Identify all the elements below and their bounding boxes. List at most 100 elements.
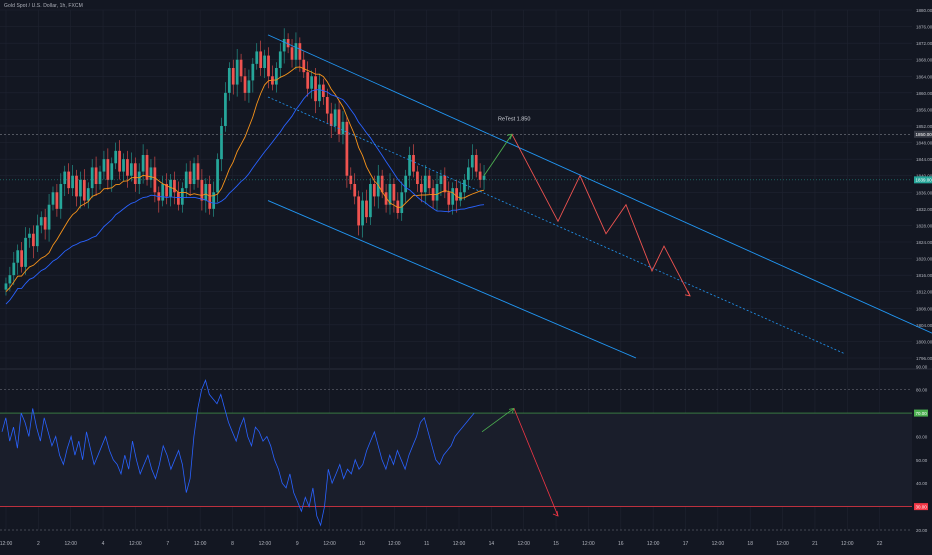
candle-body — [126, 159, 129, 176]
candle-body — [87, 188, 90, 200]
candle-body — [447, 192, 450, 204]
rsi-y-tick-label: 60.00 — [916, 434, 928, 439]
candle-body — [483, 176, 486, 180]
candle-body — [416, 172, 419, 184]
candle-body — [298, 43, 301, 60]
candle-body — [428, 176, 431, 188]
candle-body — [114, 151, 117, 163]
candle-body — [212, 192, 215, 209]
candle-body — [302, 60, 305, 72]
candle-body — [48, 205, 51, 230]
rsi-y-tick-label: 80.00 — [916, 388, 928, 393]
candle-body — [177, 192, 180, 204]
candle-body — [95, 167, 98, 184]
candle-body — [463, 180, 466, 192]
candle-body — [32, 234, 35, 246]
candle-body — [255, 51, 258, 63]
rsi-lower-label: 30.00 — [916, 504, 928, 509]
candle-body — [20, 250, 23, 267]
y-tick-label: 1800.00 — [916, 339, 932, 344]
candle-body — [142, 155, 145, 172]
candle-body — [365, 201, 368, 218]
candle-body — [118, 151, 121, 172]
x-tick-label: 9 — [296, 541, 299, 547]
candle-body — [110, 163, 113, 180]
y-tick-label: 1868.00 — [916, 58, 932, 63]
candle-body — [283, 39, 286, 51]
x-tick-label: 12:00 — [517, 541, 530, 547]
candle-body — [75, 176, 78, 197]
rsi-y-tick-label: 50.00 — [916, 458, 928, 463]
candle-body — [275, 68, 278, 85]
candle-body — [201, 180, 204, 201]
candle-body — [424, 176, 427, 193]
rsi-y-tick-label: 20.00 — [916, 528, 928, 533]
candle-body — [263, 56, 266, 68]
candle-body — [353, 184, 356, 196]
y-tick-label: 1860.00 — [916, 91, 932, 96]
y-tick-label: 1828.00 — [916, 223, 932, 228]
x-tick-label: 14 — [489, 541, 495, 547]
candle-body — [228, 68, 231, 93]
candle-body — [91, 167, 94, 188]
candle-body — [83, 180, 86, 201]
price-label: 1850.00 — [916, 132, 932, 137]
candle-body — [193, 163, 196, 184]
candle-body — [361, 201, 364, 226]
y-tick-label: 1836.00 — [916, 190, 932, 195]
y-tick-label: 1852.00 — [916, 124, 932, 129]
x-tick-label: 11 — [424, 541, 429, 547]
candle-body — [451, 188, 454, 205]
candle-body — [244, 76, 247, 93]
candle-body — [161, 184, 164, 201]
candle-body — [71, 176, 74, 188]
y-tick-label: 1816.00 — [916, 273, 932, 278]
current-price-label: 1839.00 — [916, 178, 932, 183]
candle-body — [369, 184, 372, 217]
x-tick-label: 17 — [683, 541, 689, 547]
candle-body — [310, 76, 313, 88]
candle-body — [259, 51, 262, 68]
y-tick-label: 1808.00 — [916, 306, 932, 311]
x-tick-label: 16 — [618, 541, 624, 547]
x-tick-label: 12:00 — [129, 541, 142, 547]
x-tick-label: 12:00 — [841, 541, 854, 547]
x-tick-label: 8 — [231, 541, 234, 547]
x-tick-label: 12:00 — [194, 541, 207, 547]
candle-body — [346, 122, 349, 176]
candle-body — [197, 163, 200, 180]
candle-body — [330, 114, 333, 126]
y-tick-label: 1844.00 — [916, 157, 932, 162]
candle-body — [475, 155, 478, 172]
candle-body — [408, 155, 411, 176]
y-tick-label: 1812.00 — [916, 290, 932, 295]
candle-body — [279, 51, 282, 68]
candle-body — [181, 188, 184, 205]
candle-body — [28, 234, 31, 238]
x-tick-label: 12:00 — [712, 541, 725, 547]
candle-body — [232, 68, 235, 85]
candle-body — [318, 85, 321, 102]
candle-body — [36, 225, 39, 246]
symbol-title: Gold Spot / U.S. Dollar, 1h, FXCM — [4, 3, 83, 9]
x-tick-label: 22 — [877, 541, 883, 547]
y-tick-label: 1856.00 — [916, 107, 932, 112]
candle-body — [459, 192, 462, 200]
candle-body — [314, 76, 317, 101]
x-tick-label: 18 — [747, 541, 753, 547]
candle-body — [295, 43, 298, 60]
x-tick-label: 10 — [359, 541, 365, 547]
candle-body — [59, 184, 62, 209]
y-tick-label: 1876.00 — [916, 25, 932, 30]
x-tick-label: 12:00 — [64, 541, 77, 547]
candle-body — [291, 47, 294, 59]
candle-body — [251, 64, 254, 81]
candle-body — [334, 109, 337, 126]
candle-body — [467, 167, 470, 179]
x-tick-label: 12:00 — [388, 541, 401, 547]
candle-body — [9, 275, 12, 283]
candle-body — [40, 217, 43, 225]
rsi-y-tick-label: 90.00 — [916, 364, 928, 369]
candle-body — [204, 184, 207, 201]
